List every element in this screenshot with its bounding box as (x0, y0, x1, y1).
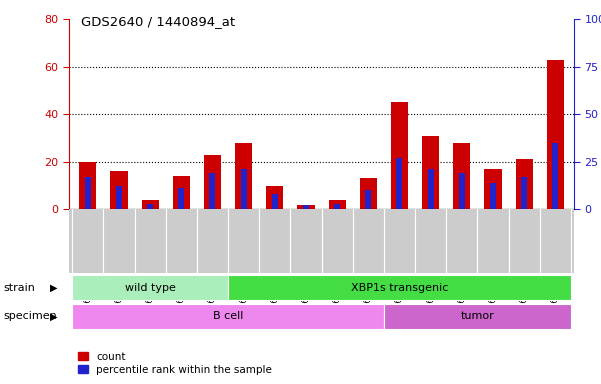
Text: B cell: B cell (213, 311, 243, 321)
Bar (427, 169, 433, 209)
Bar (422, 136, 439, 209)
Bar (147, 204, 153, 209)
Bar (142, 200, 159, 209)
Bar (365, 190, 371, 209)
Bar (516, 159, 532, 209)
Bar (272, 194, 278, 209)
Bar (490, 183, 496, 209)
Bar (240, 169, 246, 209)
Text: wild type: wild type (124, 283, 175, 293)
Bar (521, 177, 527, 209)
Bar (384, 304, 571, 329)
Bar (453, 143, 471, 209)
Bar (297, 205, 314, 209)
Bar (266, 185, 283, 209)
Bar (552, 143, 558, 209)
Bar (111, 171, 127, 209)
Text: tumor: tumor (460, 311, 494, 321)
Bar (334, 204, 340, 209)
Bar (303, 205, 309, 209)
Bar (391, 103, 408, 209)
Bar (484, 169, 501, 209)
Bar (228, 275, 571, 300)
Text: GDS2640 / 1440894_at: GDS2640 / 1440894_at (81, 15, 235, 28)
Text: XBP1s transgenic: XBP1s transgenic (351, 283, 448, 293)
Bar (397, 158, 403, 209)
Bar (85, 177, 91, 209)
Bar (72, 304, 384, 329)
Bar (210, 173, 216, 209)
Text: ▶: ▶ (50, 311, 58, 321)
Bar (329, 200, 346, 209)
Bar (360, 179, 377, 209)
Text: ▶: ▶ (50, 283, 58, 293)
Legend: count, percentile rank within the sample: count, percentile rank within the sample (75, 348, 276, 379)
Bar (204, 155, 221, 209)
Bar (79, 162, 96, 209)
Bar (547, 60, 564, 209)
Bar (459, 173, 465, 209)
Text: strain: strain (3, 283, 35, 293)
Bar (235, 143, 252, 209)
Bar (72, 275, 228, 300)
Bar (172, 176, 190, 209)
Bar (178, 189, 185, 209)
Bar (116, 187, 122, 209)
Text: specimen: specimen (3, 311, 56, 321)
